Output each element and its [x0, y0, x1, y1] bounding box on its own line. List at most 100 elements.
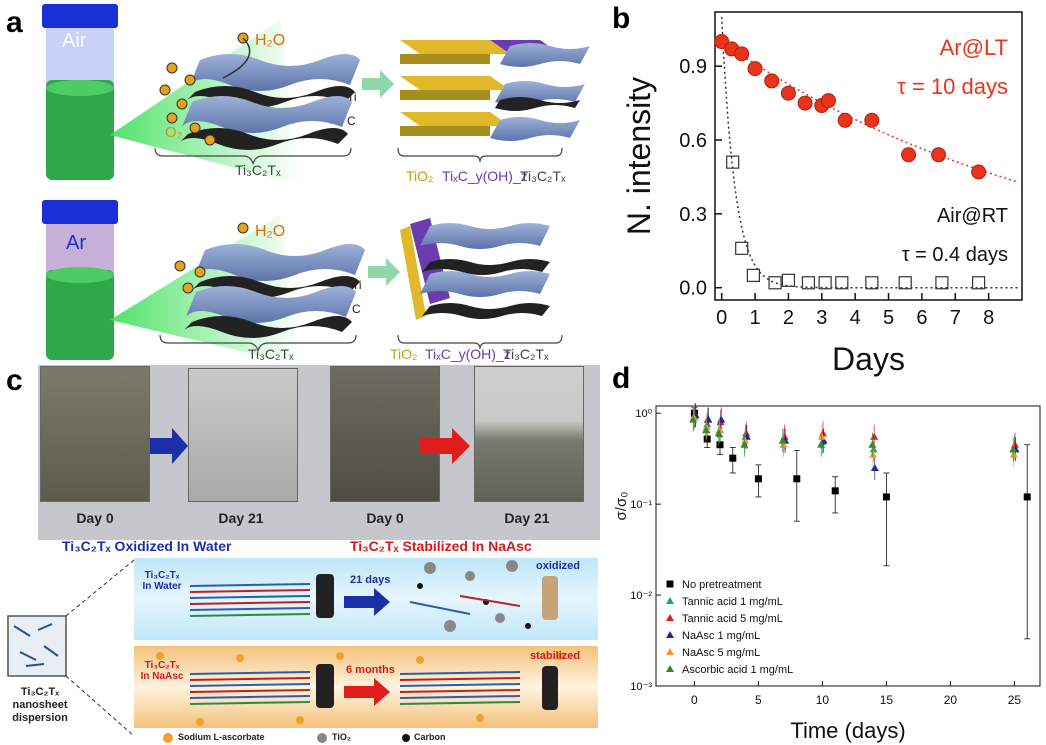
panel-label-b: b [612, 2, 631, 35]
day-label-2: Day 21 [218, 510, 264, 526]
label-in-naasc: Ti₃C₂Tₓ In NaAsc [140, 660, 184, 682]
data-point-ar [931, 147, 947, 163]
data-point [869, 445, 878, 453]
legend-marker [666, 580, 674, 588]
data-point-air [768, 276, 782, 290]
x-tick-label: 3 [816, 307, 827, 329]
tio2-label-top: TiO₂ [406, 168, 434, 184]
gas-label-ar: Ar [66, 232, 86, 254]
data-point-air [735, 241, 749, 255]
x-axis-label: Time (days) [790, 718, 905, 743]
plot-frame [655, 405, 1041, 687]
y-axis-label: N. intensity [621, 77, 657, 235]
ti-label-top: Ti [347, 90, 357, 104]
data-point-ar [764, 73, 780, 89]
legend-marker [666, 631, 674, 638]
data-point-ar [747, 61, 763, 77]
arrow-bottom [368, 258, 400, 286]
photo-day0-water [40, 366, 150, 502]
data-point [778, 436, 787, 444]
x-tick-label: 20 [944, 693, 958, 707]
legend-ar-tau: τ = 10 days [897, 74, 1008, 99]
mxene2-label-bottom: Ti₃C₂Tₓ [503, 346, 549, 362]
data-point-ar [734, 46, 750, 62]
brace-top-a [154, 147, 352, 165]
data-point-air [746, 268, 760, 282]
arrow-21-days: 21 days [350, 574, 391, 586]
brace-bottom-b [397, 334, 563, 350]
x-tick-label: 8 [983, 307, 994, 329]
data-point-air [818, 276, 832, 290]
data-point [882, 493, 890, 501]
label-oxidized: oxidized [536, 560, 581, 572]
x-tick-label: 7 [950, 307, 961, 329]
brace-top-b [397, 147, 563, 163]
x-tick-label: 6 [916, 307, 927, 329]
y-tick-label: 0.6 [679, 130, 707, 152]
caption-stabilized: Ti₃C₂Tₓ Stabilized In NaAsc [350, 538, 532, 554]
ti-label-bottom: Ti [352, 278, 362, 292]
data-point [817, 432, 826, 440]
y-axis-label: σ/σ₀ [613, 492, 630, 521]
data-point [1009, 445, 1018, 453]
legend-carbon: Carbon [414, 732, 446, 742]
c-label-top: C [347, 114, 356, 128]
panel-label-d: d [612, 362, 631, 395]
mxene-label-bottom: Ti₃C₂Tₓ [248, 346, 294, 362]
panel-c-schematic [7, 558, 598, 743]
data-point [702, 426, 710, 434]
data-point-ar [780, 85, 796, 101]
data-point-ar [901, 147, 917, 163]
y-tick-label: 0.9 [679, 56, 707, 78]
stack-water [189, 583, 311, 617]
x-tick-label: 5 [883, 307, 894, 329]
x-tick-label: 5 [755, 693, 762, 707]
arrow-6-months: 6 months [346, 664, 395, 676]
label-in-water: Ti₃C₂Tₓ In Water [142, 570, 182, 592]
legend-label: Ascorbic acid 1 mg/mL [682, 664, 793, 676]
data-point [704, 415, 713, 423]
x-tick-label: 1 [749, 307, 760, 329]
data-point [716, 441, 724, 449]
plot-frame [714, 11, 1023, 301]
data-point-air [935, 276, 949, 290]
day-label-1: Day 0 [76, 510, 114, 526]
ascorbate-particles [156, 652, 564, 726]
legend-label: Tannic acid 1 mg/mL [682, 596, 783, 608]
data-point-ar [864, 112, 880, 128]
data-point-ar [837, 112, 853, 128]
data-point-air [865, 276, 879, 290]
mid-label-top: TiₓC_y(OH)_z [442, 168, 528, 184]
oxidized-stack-bottom [400, 218, 550, 320]
photo-day21-naasc [474, 366, 584, 502]
legend-marker [666, 614, 674, 621]
data-point [689, 415, 698, 423]
data-point-air [726, 155, 740, 169]
beaker [7, 615, 67, 677]
x-tick-label: 10 [816, 693, 830, 707]
data-point [831, 487, 839, 495]
day-label-4: Day 21 [504, 510, 550, 526]
x-tick-label: 0 [716, 307, 727, 329]
x-axis-label: Days [832, 341, 905, 377]
data-point [868, 440, 877, 448]
legend-marker [666, 665, 674, 672]
legend-air-tau: τ = 0.4 days [902, 244, 1008, 266]
data-point [715, 426, 724, 434]
panel-a-schematic [42, 4, 590, 365]
data-point [741, 436, 749, 444]
data-point-ar [820, 93, 836, 109]
brace-bottom-a [159, 334, 357, 352]
data-point [793, 475, 801, 483]
legend-air-name: Air@RT [937, 205, 1008, 227]
y-tick-label: 10⁻³ [630, 681, 652, 693]
tio2-label-bottom: TiO₂ [390, 346, 418, 362]
data-point-air [801, 276, 816, 290]
mxene-sheets-top [178, 54, 360, 150]
day-label-3: Day 0 [366, 510, 404, 526]
label-stabilized: stabilized [530, 650, 581, 662]
legend-label: NaAsc 1 mg/mL [682, 630, 760, 642]
caption-oxidized: Ti₃C₂Tₓ Oxidized In Water [62, 538, 232, 554]
water-molecules-bottom [174, 222, 249, 294]
vial-ar [42, 200, 118, 360]
